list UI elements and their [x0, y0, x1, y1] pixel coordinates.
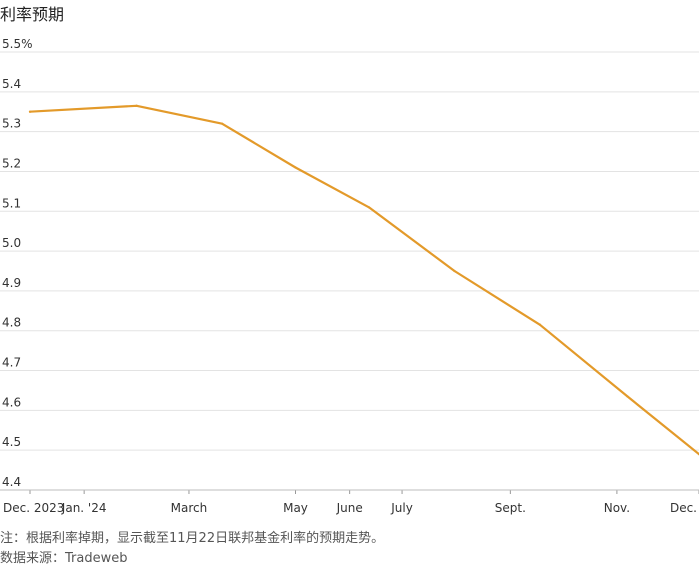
x-tick-label: March	[171, 501, 208, 515]
series-layer	[28, 104, 699, 456]
data-point	[453, 269, 456, 273]
y-tick-label: 4.6	[2, 395, 21, 409]
y-tick-label: 5.5%	[2, 37, 33, 51]
data-point	[294, 166, 297, 169]
y-tick-label: 4.9	[2, 276, 21, 290]
data-point	[28, 110, 32, 113]
chart-footnote: 注：根据利率掉期，显示截至11月22日联邦基金利率的预期走势。	[0, 531, 385, 546]
y-tick-label: 5.2	[2, 156, 21, 170]
x-tick-label: July	[390, 501, 413, 515]
line-chart: 5.5% 5.4 5.3 5.2 5.1 5.0 4.9 4.8 4.7 4.6 4.5 4.4 De…	[0, 37, 699, 515]
chart-source: 数据来源：Tradeweb	[0, 551, 128, 566]
x-tick-label: May	[283, 501, 308, 515]
series-line	[28, 104, 699, 456]
y-tick-label: 5.3	[2, 117, 21, 131]
y-tick-label: 4.5	[2, 435, 21, 449]
x-tick-label: Jan. '24	[61, 501, 107, 515]
y-tick-label: 5.0	[2, 236, 21, 250]
x-tick-label: Sept.	[495, 501, 526, 515]
y-tick-label: 5.1	[2, 196, 21, 210]
data-point	[135, 104, 138, 107]
y-axis-tick-labels: 5.5% 5.4 5.3 5.2 5.1 5.0 4.9 4.8 4.7 4.6 4.5 4.4	[2, 37, 33, 489]
x-tick-label: Dec.	[670, 501, 697, 515]
y-tick-label: 5.4	[2, 77, 21, 91]
x-tick-label: Dec. 2023	[3, 501, 64, 515]
gridlines	[0, 51, 699, 491]
y-tick-label: 4.4	[2, 475, 21, 489]
x-tick-label: Nov.	[604, 501, 630, 515]
y-tick-label: 4.7	[2, 356, 21, 370]
x-tick-label: June	[336, 501, 363, 515]
data-point	[367, 206, 370, 209]
y-tick-label: 4.8	[2, 316, 21, 330]
data-point	[626, 395, 629, 398]
data-point	[538, 323, 542, 326]
chart-title: 利率预期	[0, 5, 65, 24]
data-point	[221, 122, 224, 125]
